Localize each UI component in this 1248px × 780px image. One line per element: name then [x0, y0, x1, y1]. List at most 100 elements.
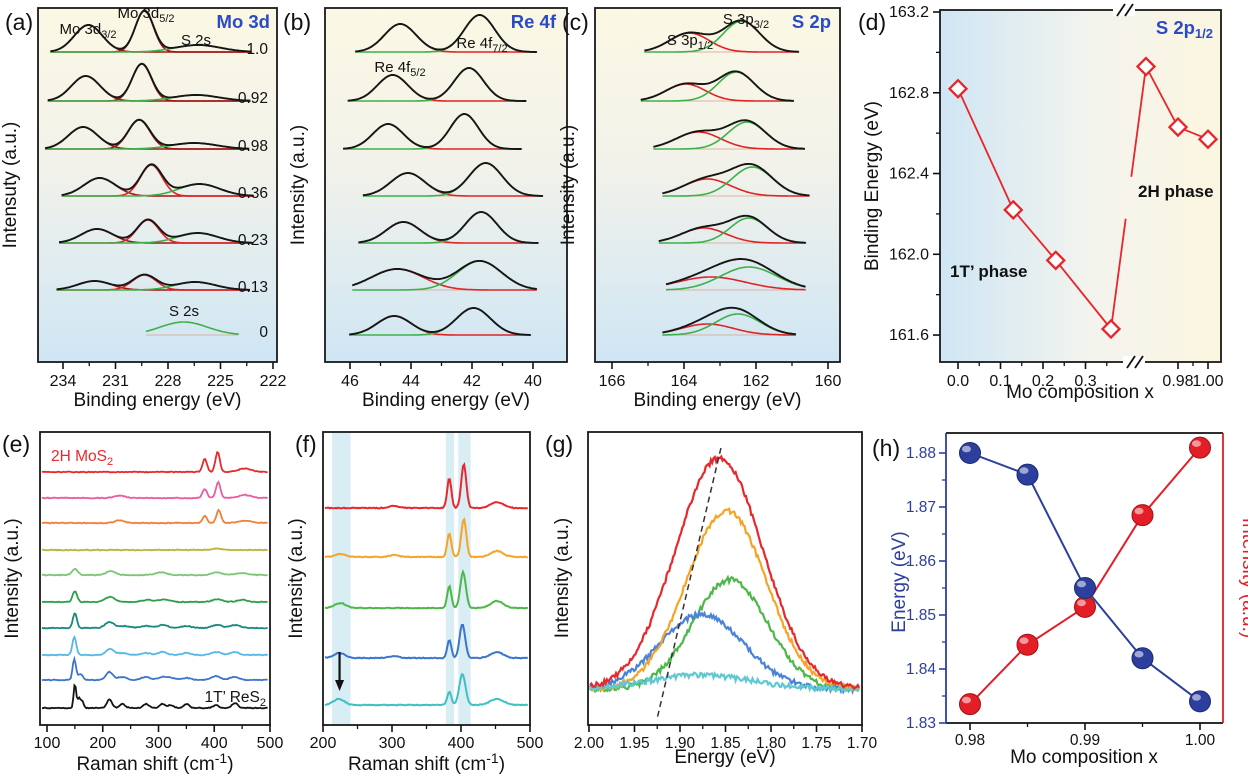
x-tick-label: 1.95 — [619, 735, 649, 752]
raman-spectrum-curve — [324, 568, 529, 610]
panel-letter: (h) — [872, 435, 900, 461]
plot-frame — [39, 431, 271, 726]
x-tick-label: 225 — [207, 373, 234, 390]
x-axis-label: Mo composition x — [1006, 382, 1154, 403]
plot-background — [325, 8, 567, 362]
x-tick-label: 162 — [743, 373, 770, 390]
x-tick-label: 1.85 — [710, 735, 740, 752]
x-axis-label: Mo composition x — [1010, 747, 1158, 768]
y-tick-label: 1.84 — [906, 661, 937, 678]
phase-annotation: 1T’ phase — [950, 262, 1027, 281]
y-tick-label: 162.4 — [889, 166, 929, 183]
plot-frame — [37, 7, 278, 363]
envelope-curve — [349, 307, 531, 336]
y-tick-label: 1.87 — [906, 499, 936, 516]
envelope-curve — [358, 211, 539, 244]
envelope-curve — [644, 19, 799, 53]
x-tick-label: 500 — [517, 735, 544, 752]
envelope-curve — [347, 67, 527, 102]
plot-background — [38, 8, 277, 362]
phase-annotation: 2H phase — [1138, 182, 1214, 201]
envelope-curve — [653, 119, 805, 150]
x-axis-label: Binding energy (eV) — [362, 390, 530, 411]
panel-title: Mo 3d — [217, 11, 270, 32]
data-line — [1110, 218, 1127, 330]
data-point-ball — [959, 693, 981, 716]
fit-component-curve — [666, 266, 806, 291]
x-tick-label: 166 — [599, 373, 626, 390]
composition-label: 0.13 — [238, 279, 268, 296]
pl-spectrum-curve — [589, 574, 860, 694]
envelope-curve — [662, 306, 796, 336]
x-tick-label: 222 — [260, 373, 287, 390]
peak-annotation: Mo 3d3/2 — [60, 21, 117, 41]
raman-spectrum-curve — [325, 517, 528, 559]
y-tick-label: 162.8 — [889, 85, 929, 102]
diamond-marker — [1045, 250, 1066, 271]
raman-spectrum-curve — [42, 634, 269, 657]
x-tick-label: 400 — [201, 735, 228, 752]
x-tick-label: 2.00 — [574, 735, 605, 752]
x-tick-label: 400 — [448, 735, 475, 752]
composition-label: 0.23 — [238, 232, 268, 249]
panel-letter: (e) — [2, 431, 30, 457]
panel-g: 2.00 1.95 1.90 1.85 1.80 1.75 1.70 (g) Intensity… — [545, 431, 877, 768]
plot-background — [595, 8, 840, 362]
y-axis-label: Intensity (a.u.) — [552, 518, 573, 638]
axis-break-mark — [1116, 3, 1126, 17]
x-axis-label: Raman shift (cm-1) — [348, 750, 505, 775]
diamond-marker — [1197, 129, 1219, 150]
x-tick-label: 300 — [379, 735, 406, 752]
envelope-curve — [352, 259, 537, 290]
panel-letter: (d) — [858, 9, 886, 35]
envelope-curve — [362, 162, 543, 197]
plot-frame — [939, 9, 1222, 363]
intensity-series-line — [969, 446, 1201, 705]
material-annotation: 1T’ ReS2 — [204, 689, 266, 709]
raman-spectrum-curve — [41, 590, 268, 604]
x-tick-label: 0.1 — [989, 373, 1011, 390]
x-axis-label: Energy (eV) — [674, 747, 775, 768]
peak-shift-guide-line — [656, 447, 722, 719]
ball-highlight — [1019, 637, 1029, 644]
x-axis-label: Binding energy (eV) — [634, 390, 802, 411]
highlight-band — [445, 433, 455, 724]
envelope-curve — [658, 214, 806, 244]
y-tick-label: 1.86 — [906, 553, 936, 570]
data-point-ball — [1016, 633, 1039, 656]
ball-highlight — [1192, 694, 1201, 701]
peak-annotation: S 2s — [169, 303, 199, 320]
peak-annotation: Re 4f7/2 — [456, 35, 507, 55]
data-point-ball — [1074, 577, 1096, 599]
ball-highlight — [1192, 440, 1201, 447]
x-tick-label: 0.99 — [1070, 732, 1100, 749]
y-axis-label: Intensity (a.u.) — [2, 518, 23, 638]
x-tick-label: 100 — [34, 735, 61, 752]
diamond-marker — [1167, 116, 1189, 138]
x-tick-label: 1.00 — [1192, 373, 1223, 390]
panel-d: 163.2 162.8 162.4 162.0 161.6 0.0 0.1 0.2 0.3 0.9… — [858, 3, 1224, 403]
panel-f: 200 300 400 500 Raman shift (cm-1) Intensity … — [286, 431, 543, 775]
x-tick-label: 200 — [89, 735, 116, 752]
ball-highlight — [1019, 467, 1029, 474]
pl-spectrum-curve — [588, 671, 860, 695]
x-tick-label: 0.2 — [1032, 373, 1054, 390]
axis-break-mark — [1126, 355, 1136, 369]
x-axis-label: Binding energy (eV) — [74, 390, 242, 411]
data-point-ball — [1131, 647, 1154, 670]
data-point-ball — [1074, 595, 1096, 618]
pl-spectrum-curve — [589, 507, 861, 694]
plot-frame — [324, 7, 568, 363]
x-tick-label: 0.0 — [947, 373, 969, 390]
envelope-curve — [343, 113, 522, 150]
raman-spectrum-curve — [41, 612, 268, 630]
envelope-curve — [58, 218, 253, 244]
x-axis-label: Raman shift (cm-1) — [76, 750, 233, 775]
data-point-ball — [1016, 463, 1039, 486]
ball-highlight — [962, 445, 971, 453]
data-point-ball — [1131, 504, 1154, 527]
fit-component-curve — [145, 321, 239, 335]
